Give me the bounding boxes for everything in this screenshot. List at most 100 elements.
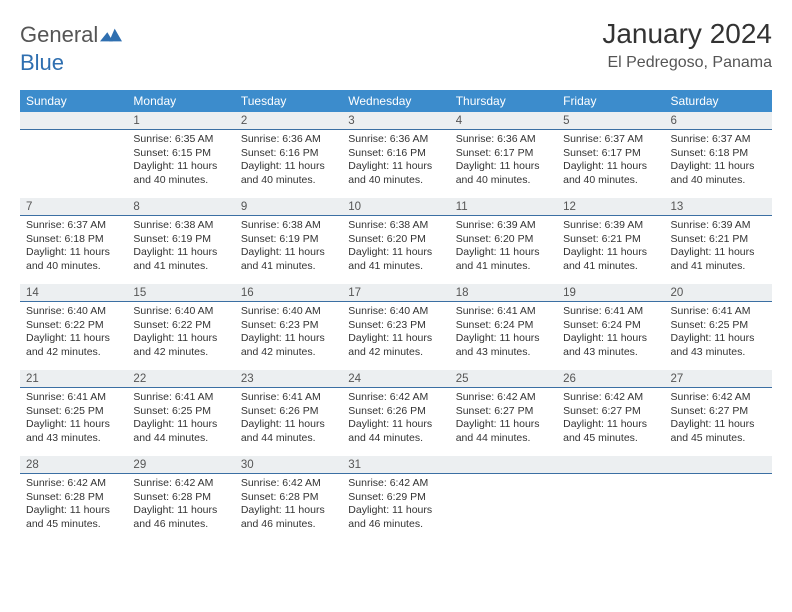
- logo-word2: Blue: [20, 50, 64, 75]
- day-line: Sunset: 6:25 PM: [671, 319, 766, 333]
- day-number: 5: [557, 112, 664, 130]
- weekday-header: Tuesday: [235, 90, 342, 112]
- day-line: Sunset: 6:26 PM: [348, 405, 443, 419]
- day-line: Sunrise: 6:41 AM: [133, 391, 228, 405]
- day-number: 1: [127, 112, 234, 130]
- day-body: Sunrise: 6:40 AMSunset: 6:23 PMDaylight:…: [235, 302, 342, 364]
- day-line: Daylight: 11 hours: [26, 246, 121, 260]
- day-line: Sunset: 6:16 PM: [348, 147, 443, 161]
- day-line: and 44 minutes.: [348, 432, 443, 446]
- day-body: Sunrise: 6:42 AMSunset: 6:28 PMDaylight:…: [235, 474, 342, 536]
- day-number: 27: [665, 370, 772, 388]
- day-line: Daylight: 11 hours: [241, 418, 336, 432]
- calendar-week-row: 14Sunrise: 6:40 AMSunset: 6:22 PMDayligh…: [20, 284, 772, 370]
- day-line: Sunrise: 6:39 AM: [456, 219, 551, 233]
- day-number: 21: [20, 370, 127, 388]
- day-line: Sunrise: 6:42 AM: [563, 391, 658, 405]
- day-number: 8: [127, 198, 234, 216]
- day-line: Sunrise: 6:42 AM: [348, 477, 443, 491]
- calendar-cell: 2Sunrise: 6:36 AMSunset: 6:16 PMDaylight…: [235, 112, 342, 198]
- day-line: Daylight: 11 hours: [26, 332, 121, 346]
- weekday-header-row: Sunday Monday Tuesday Wednesday Thursday…: [20, 90, 772, 112]
- day-number: 30: [235, 456, 342, 474]
- day-line: Daylight: 11 hours: [671, 418, 766, 432]
- day-number: 28: [20, 456, 127, 474]
- day-line: Sunrise: 6:42 AM: [456, 391, 551, 405]
- day-line: Daylight: 11 hours: [348, 504, 443, 518]
- day-body: Sunrise: 6:36 AMSunset: 6:16 PMDaylight:…: [342, 130, 449, 192]
- calendar-cell: 18Sunrise: 6:41 AMSunset: 6:24 PMDayligh…: [450, 284, 557, 370]
- calendar-cell: 8Sunrise: 6:38 AMSunset: 6:19 PMDaylight…: [127, 198, 234, 284]
- calendar-cell: 14Sunrise: 6:40 AMSunset: 6:22 PMDayligh…: [20, 284, 127, 370]
- day-number: 2: [235, 112, 342, 130]
- day-line: Sunrise: 6:41 AM: [671, 305, 766, 319]
- day-body: Sunrise: 6:38 AMSunset: 6:20 PMDaylight:…: [342, 216, 449, 278]
- day-body: Sunrise: 6:35 AMSunset: 6:15 PMDaylight:…: [127, 130, 234, 192]
- day-line: and 40 minutes.: [563, 174, 658, 188]
- day-line: Sunset: 6:25 PM: [133, 405, 228, 419]
- day-line: Daylight: 11 hours: [348, 332, 443, 346]
- weekday-header: Monday: [127, 90, 234, 112]
- day-number: 3: [342, 112, 449, 130]
- calendar-cell: [450, 456, 557, 542]
- calendar-cell: 16Sunrise: 6:40 AMSunset: 6:23 PMDayligh…: [235, 284, 342, 370]
- day-body: Sunrise: 6:42 AMSunset: 6:27 PMDaylight:…: [665, 388, 772, 450]
- day-line: and 40 minutes.: [133, 174, 228, 188]
- day-line: and 45 minutes.: [26, 518, 121, 532]
- day-number: [665, 456, 772, 474]
- day-line: Sunrise: 6:41 AM: [563, 305, 658, 319]
- day-line: and 41 minutes.: [133, 260, 228, 274]
- calendar-cell: 10Sunrise: 6:38 AMSunset: 6:20 PMDayligh…: [342, 198, 449, 284]
- day-number: 7: [20, 198, 127, 216]
- day-number: 6: [665, 112, 772, 130]
- day-line: Daylight: 11 hours: [26, 418, 121, 432]
- day-body: [20, 130, 127, 137]
- day-line: and 45 minutes.: [671, 432, 766, 446]
- day-line: Daylight: 11 hours: [133, 418, 228, 432]
- day-body: Sunrise: 6:37 AMSunset: 6:17 PMDaylight:…: [557, 130, 664, 192]
- day-line: Sunrise: 6:42 AM: [26, 477, 121, 491]
- calendar-cell: 5Sunrise: 6:37 AMSunset: 6:17 PMDaylight…: [557, 112, 664, 198]
- day-line: Sunrise: 6:42 AM: [133, 477, 228, 491]
- day-line: and 42 minutes.: [348, 346, 443, 360]
- day-line: and 41 minutes.: [671, 260, 766, 274]
- calendar-cell: 31Sunrise: 6:42 AMSunset: 6:29 PMDayligh…: [342, 456, 449, 542]
- day-line: Sunset: 6:24 PM: [456, 319, 551, 333]
- calendar-body: 1Sunrise: 6:35 AMSunset: 6:15 PMDaylight…: [20, 112, 772, 542]
- day-body: Sunrise: 6:38 AMSunset: 6:19 PMDaylight:…: [127, 216, 234, 278]
- logo-mark-icon: [100, 26, 122, 44]
- day-number: 9: [235, 198, 342, 216]
- day-line: Daylight: 11 hours: [456, 160, 551, 174]
- day-line: Sunrise: 6:36 AM: [456, 133, 551, 147]
- day-line: Daylight: 11 hours: [133, 160, 228, 174]
- day-body: [557, 474, 664, 481]
- calendar-cell: 9Sunrise: 6:38 AMSunset: 6:19 PMDaylight…: [235, 198, 342, 284]
- day-line: and 42 minutes.: [241, 346, 336, 360]
- day-number: 26: [557, 370, 664, 388]
- day-line: Daylight: 11 hours: [348, 246, 443, 260]
- day-line: and 42 minutes.: [26, 346, 121, 360]
- day-line: and 40 minutes.: [241, 174, 336, 188]
- day-line: Daylight: 11 hours: [241, 504, 336, 518]
- logo: General: [20, 18, 122, 48]
- calendar-cell: 1Sunrise: 6:35 AMSunset: 6:15 PMDaylight…: [127, 112, 234, 198]
- day-line: and 40 minutes.: [348, 174, 443, 188]
- day-body: Sunrise: 6:36 AMSunset: 6:17 PMDaylight:…: [450, 130, 557, 192]
- day-line: Sunrise: 6:41 AM: [26, 391, 121, 405]
- day-line: Sunset: 6:27 PM: [563, 405, 658, 419]
- day-line: and 46 minutes.: [348, 518, 443, 532]
- day-line: Sunrise: 6:35 AM: [133, 133, 228, 147]
- day-line: Sunset: 6:28 PM: [241, 491, 336, 505]
- day-body: Sunrise: 6:39 AMSunset: 6:21 PMDaylight:…: [665, 216, 772, 278]
- day-line: Sunset: 6:27 PM: [671, 405, 766, 419]
- calendar-cell: 26Sunrise: 6:42 AMSunset: 6:27 PMDayligh…: [557, 370, 664, 456]
- day-line: Daylight: 11 hours: [241, 160, 336, 174]
- weekday-header: Friday: [557, 90, 664, 112]
- day-line: Sunset: 6:29 PM: [348, 491, 443, 505]
- day-line: Sunset: 6:20 PM: [456, 233, 551, 247]
- calendar-cell: 30Sunrise: 6:42 AMSunset: 6:28 PMDayligh…: [235, 456, 342, 542]
- calendar-cell: [557, 456, 664, 542]
- day-line: Sunrise: 6:38 AM: [348, 219, 443, 233]
- calendar-cell: 27Sunrise: 6:42 AMSunset: 6:27 PMDayligh…: [665, 370, 772, 456]
- day-number: 17: [342, 284, 449, 302]
